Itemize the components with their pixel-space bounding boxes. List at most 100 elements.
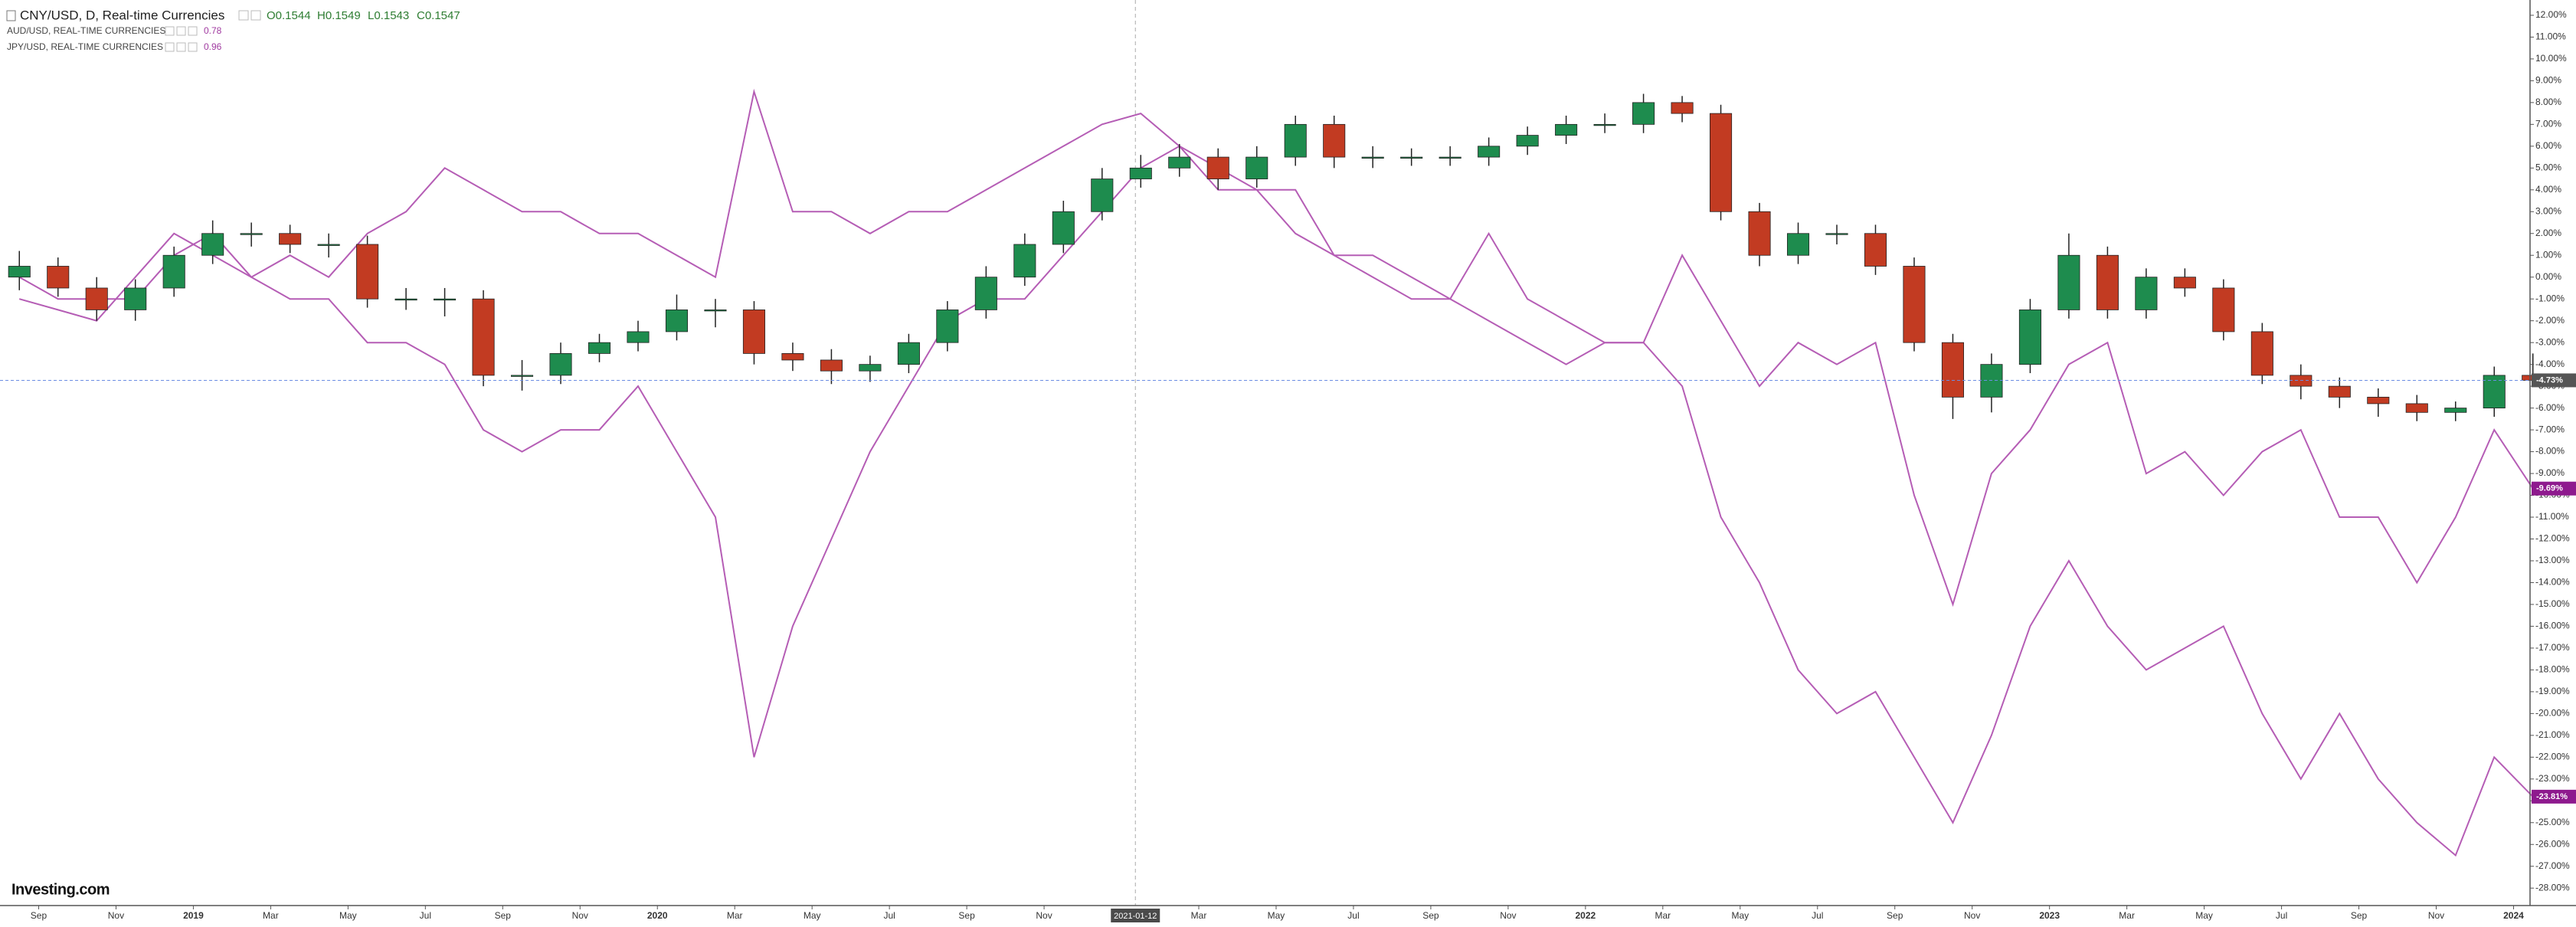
candle-body (8, 266, 31, 278)
candle-body (472, 298, 495, 376)
legend-icon[interactable] (188, 42, 198, 52)
x-tick-label: 2020 (647, 910, 668, 921)
candle-body (2444, 408, 2467, 413)
legend-entry: AUD/USD, REAL-TIME CURRENCIES (7, 25, 165, 36)
y-tick-label: 5.00% (2535, 162, 2561, 172)
candle-body (2173, 277, 2196, 289)
x-tick-label: Nov (108, 910, 124, 921)
header: CNY/USD, D, Real-time Currencies O0.1544… (6, 8, 460, 52)
x-tick-label: May (2195, 910, 2213, 921)
candle-body (1245, 156, 1268, 179)
candle-body (124, 287, 147, 310)
candle-body (85, 287, 108, 310)
close-icon[interactable] (250, 10, 261, 21)
ohlc-label: H0.1549 (317, 9, 361, 22)
candle-body (665, 310, 689, 332)
candle-body (2212, 287, 2235, 332)
y-tick-label: -11.00% (2535, 511, 2569, 522)
y-tick-label: -20.00% (2535, 708, 2570, 719)
x-tick-label: 2023 (2039, 910, 2060, 921)
candle-body (279, 233, 302, 245)
candle-body (1284, 123, 1307, 158)
candle-body (897, 342, 920, 365)
y-tick-label: -27.00% (2535, 860, 2570, 871)
candle-body (704, 310, 727, 312)
x-tick-label: Mar (727, 910, 743, 921)
x-tick-label: Jul (420, 910, 431, 921)
x-tick-label: May (804, 910, 821, 921)
last-value-bg (2532, 373, 2576, 388)
y-tick-label: 9.00% (2535, 75, 2561, 86)
candle-body (1323, 123, 1346, 158)
settings-icon[interactable] (238, 10, 249, 21)
y-tick-label: -22.00% (2535, 751, 2570, 762)
x-tick-label: Nov (1964, 910, 1980, 921)
legend-icon[interactable] (165, 26, 175, 36)
candle-body (549, 353, 572, 376)
x-tick-label: May (339, 910, 357, 921)
y-tick-label: -23.00% (2535, 773, 2570, 784)
x-tick-label: Sep (958, 910, 975, 921)
y-tick-label: -2.00% (2535, 315, 2565, 326)
candle-body (356, 244, 379, 300)
legend-icon[interactable] (165, 42, 175, 52)
candle-body (201, 233, 224, 256)
candle-body (1825, 233, 1848, 235)
y-tick-label: -7.00% (2535, 424, 2565, 434)
candle-body (47, 266, 70, 289)
collapse-icon[interactable] (6, 10, 16, 21)
x-tick-label: Nov (1036, 910, 1052, 921)
x-tick-label: 2024 (2503, 910, 2524, 921)
ohlc-label: C0.1547 (417, 9, 460, 22)
candle-body (317, 244, 340, 246)
x-tick-label: Jul (1812, 910, 1823, 921)
x-tick-label: Mar (2119, 910, 2135, 921)
series-line (18, 88, 2534, 857)
candle-body (162, 254, 185, 289)
x-tick-label: Sep (2351, 910, 2368, 921)
x-tick-label: Jul (1347, 910, 1359, 921)
x-tick-label: 2022 (1576, 910, 1596, 921)
candle-body (1786, 233, 1810, 256)
candle-body (1516, 135, 1539, 147)
x-tick-label: Sep (1422, 910, 1439, 921)
y-tick-label: -4.00% (2535, 359, 2565, 369)
candle-body (859, 364, 882, 372)
x-tick-label: May (1268, 910, 1285, 921)
y-tick-label: -13.00% (2535, 555, 2570, 565)
candle-body (434, 298, 457, 301)
x-tick-label: Nov (572, 910, 588, 921)
candle-body (2328, 385, 2351, 398)
y-tick-label: -19.00% (2535, 686, 2570, 696)
x-tick-label: Sep (31, 910, 47, 921)
y-tick-label: 2.00% (2535, 228, 2561, 238)
last-value-label: -9.69% (2536, 484, 2563, 493)
y-tick-label: 12.00% (2535, 9, 2567, 20)
y-tick-label: -9.00% (2535, 467, 2565, 478)
legend-icon[interactable] (176, 26, 186, 36)
last-value-bg (2532, 789, 2576, 804)
y-tick-label: -18.00% (2535, 664, 2570, 675)
candle-body (742, 310, 765, 354)
y-tick-label: -12.00% (2535, 533, 2570, 544)
y-tick-label: -21.00% (2535, 729, 2570, 740)
candle-body (1206, 156, 1229, 179)
candle-body (2250, 331, 2273, 376)
legend-icon[interactable] (188, 26, 198, 36)
y-tick-label: 11.00% (2535, 31, 2566, 42)
candle-body (1439, 156, 1461, 159)
candle-body (1593, 123, 1616, 126)
series-line (18, 145, 2534, 758)
candle-body (240, 233, 263, 235)
candle-body (2057, 254, 2080, 310)
candle-body (1129, 167, 1152, 179)
legend-icon[interactable] (176, 42, 186, 52)
y-tick-label: -14.00% (2535, 577, 2570, 588)
crosshair-label-bg (1111, 909, 1160, 922)
candle-body (2135, 277, 2158, 310)
ohlc-label: L0.1543 (368, 9, 409, 22)
candle-body (1864, 233, 1887, 267)
candle-body (1091, 179, 1114, 212)
candle-body (1013, 244, 1036, 278)
ohlc-label: O0.1544 (267, 9, 311, 22)
